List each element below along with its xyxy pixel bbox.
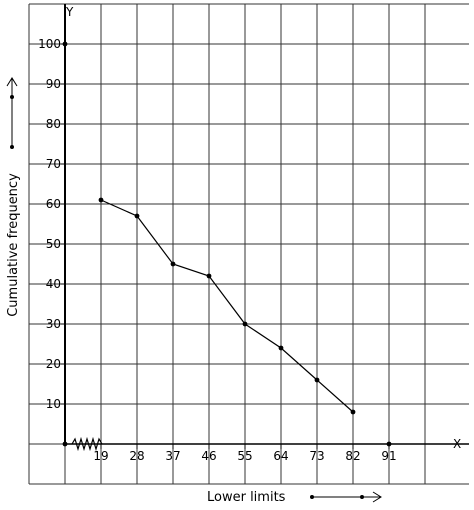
x-axis-title: Lower limits <box>207 490 286 505</box>
data-point <box>98 197 104 203</box>
y-tick-label: 100 <box>38 37 61 51</box>
y-axis-letter: Y <box>65 5 74 19</box>
data-point <box>206 273 212 279</box>
x-tick-label: 64 <box>273 449 288 463</box>
x-tick-label: 37 <box>165 449 180 463</box>
data-points <box>62 41 392 447</box>
y-tick-label: 70 <box>46 157 61 171</box>
y-tick-label: 40 <box>46 277 61 291</box>
marker-point <box>386 441 392 447</box>
tick-labels: 19 28 37 46 55 64 73 82 91 10 20 30 40 50 60 70 80 90 100 <box>38 37 397 463</box>
y-tick-label: 50 <box>46 237 61 251</box>
y-tick-label: 60 <box>46 197 61 211</box>
y-axis-title: Cumulative frequency <box>6 173 21 317</box>
y-tick-label: 30 <box>46 317 61 331</box>
y-tick-label: 10 <box>46 397 61 411</box>
marker-point <box>62 41 68 47</box>
data-point <box>278 345 284 351</box>
y-tick-label: 20 <box>46 357 61 371</box>
x-tick-label: 46 <box>201 449 216 463</box>
y-tick-label: 90 <box>46 77 61 91</box>
x-direction-arrow-icon <box>310 491 382 503</box>
x-tick-label: 73 <box>309 449 324 463</box>
y-direction-arrow-icon <box>6 77 18 149</box>
data-point <box>134 213 140 219</box>
data-point <box>170 261 176 267</box>
x-tick-label: 82 <box>345 449 360 463</box>
series-line <box>100 199 354 413</box>
axes <box>64 4 469 445</box>
data-point <box>350 409 356 415</box>
x-axis-letter: X <box>453 437 461 451</box>
series-line <box>100 199 354 413</box>
x-tick-label: 19 <box>93 449 108 463</box>
data-point <box>242 321 248 327</box>
marker-point <box>62 441 68 447</box>
data-point <box>314 377 320 383</box>
grid <box>28 3 469 485</box>
axis-break-zigzag-icon <box>71 436 103 452</box>
y-tick-label: 80 <box>46 117 61 131</box>
x-tick-label: 28 <box>129 449 144 463</box>
x-tick-label: 55 <box>237 449 252 463</box>
x-tick-label: 91 <box>381 449 396 463</box>
